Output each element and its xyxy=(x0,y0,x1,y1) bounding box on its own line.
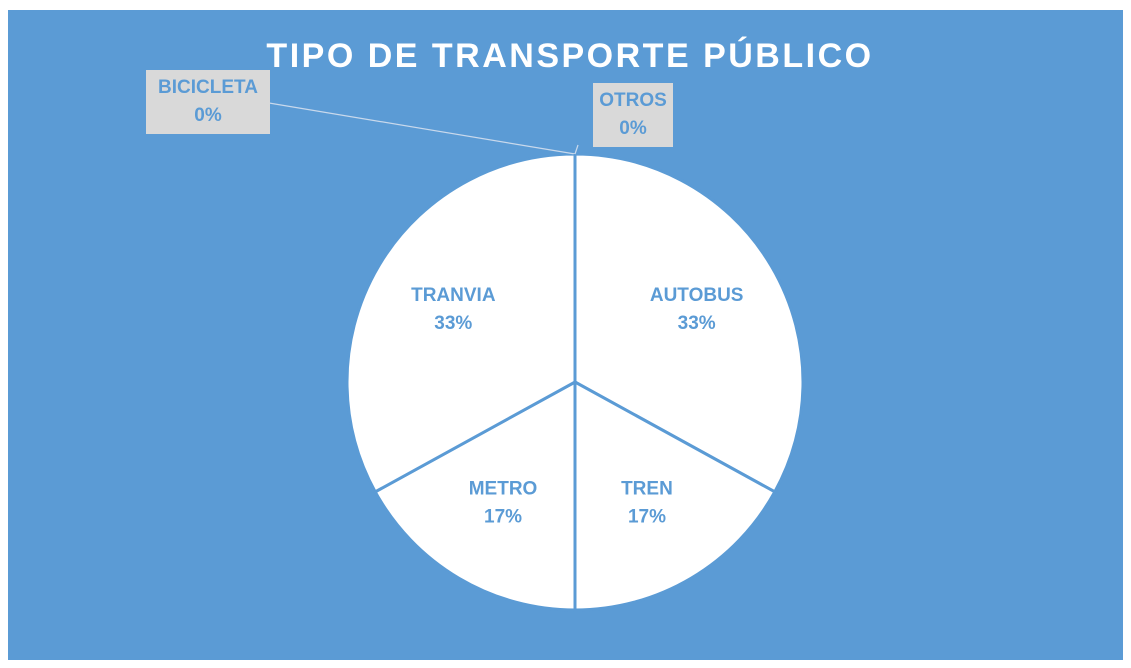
data-label-category: OTROS xyxy=(599,90,667,111)
data-label-value: 33% xyxy=(678,313,716,334)
pie-slice xyxy=(573,379,777,612)
data-label-category: METRO xyxy=(469,479,538,500)
data-label-value: 33% xyxy=(434,313,472,334)
pie-slice xyxy=(573,152,805,494)
data-label-value: 17% xyxy=(484,507,522,528)
pie-slice xyxy=(345,152,577,494)
data-label-value: 0% xyxy=(194,105,222,126)
data-label-category: BICICLETA xyxy=(158,77,258,98)
chart-title: TIPO DE TRANSPORTE PÚBLICO xyxy=(266,37,873,75)
data-label-category: TREN xyxy=(621,479,673,500)
leader-line xyxy=(262,101,576,155)
leader-line xyxy=(574,144,579,155)
data-label-value: 17% xyxy=(628,507,666,528)
pie-slice xyxy=(373,379,577,612)
data-label-value: 0% xyxy=(619,118,647,139)
data-label-category: TRANVIA xyxy=(411,285,496,306)
label-box xyxy=(146,70,270,134)
label-box xyxy=(593,83,673,147)
data-label-category: AUTOBUS xyxy=(650,285,744,306)
